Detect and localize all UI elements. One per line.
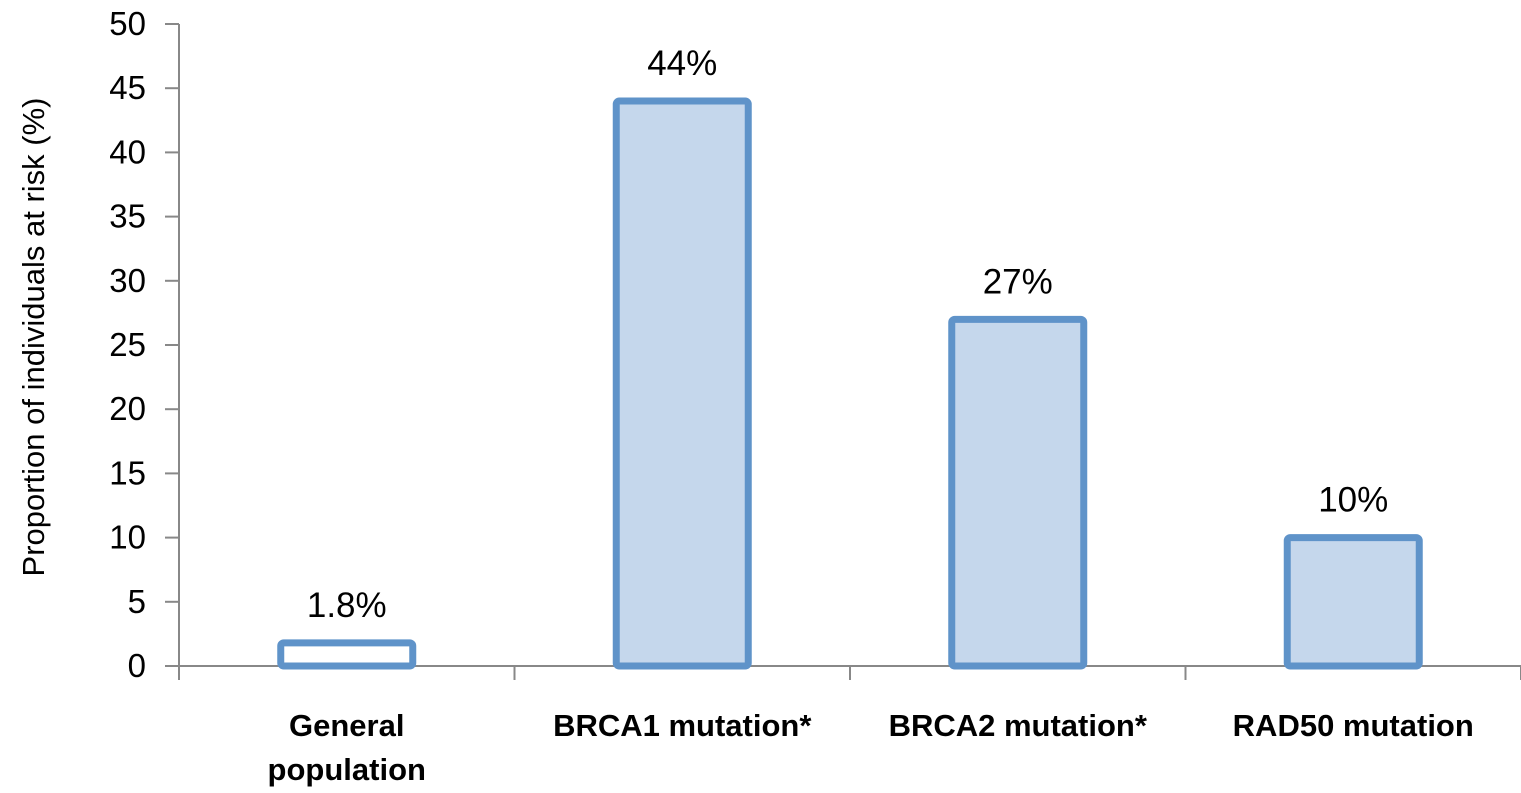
x-tick-label: BRCA1 mutation* [553,708,812,743]
y-tick-label: 15 [109,454,146,491]
bar [277,639,417,670]
y-tick-label: 40 [109,133,146,170]
data-label: 10% [1318,481,1388,520]
y-tick-label: 20 [109,390,146,427]
bars [277,97,1423,670]
bar [948,315,1088,670]
x-tick-label: BRCA2 mutation* [889,708,1148,743]
y-tick-label: 45 [109,69,146,106]
labels: 0 5 10 15 20 25 30 35 40 45 50 1.8% General populatio… [109,5,1474,787]
bar [1283,534,1423,670]
data-label: 27% [983,262,1053,301]
y-tick-label: 50 [109,5,146,42]
data-label: 1.8% [307,586,387,625]
y-tick-label: 25 [109,326,146,363]
x-tick-label: General [289,708,404,743]
bar [612,97,752,670]
y-tick-label: 35 [109,198,146,235]
y-tick-label: 5 [128,583,146,620]
data-label: 44% [647,44,717,83]
x-tick-label: population [268,752,426,787]
y-tick-label: 10 [109,519,146,556]
y-tick-label: 30 [109,262,146,299]
y-axis-title: Proportion of individuals at risk (%) [16,98,51,577]
y-tick-label: 0 [128,647,146,684]
x-tick-label: RAD50 mutation [1233,708,1474,743]
